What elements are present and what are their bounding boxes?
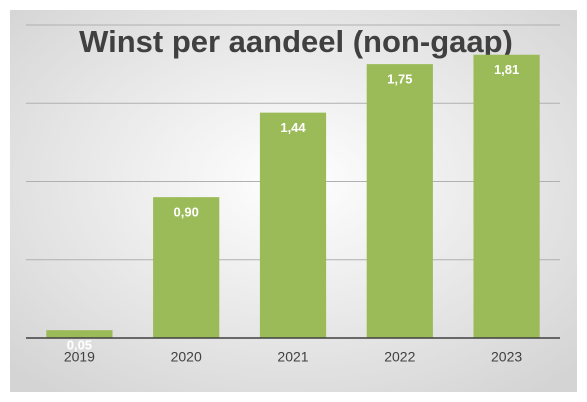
x-tick-label: 2020 bbox=[171, 349, 202, 365]
bar bbox=[46, 330, 113, 338]
data-label: 1,81 bbox=[494, 62, 519, 77]
chart-title: Winst per aandeel (non-gaap) bbox=[79, 24, 513, 59]
data-label: 0,90 bbox=[174, 205, 199, 220]
x-tick-label: 2023 bbox=[491, 349, 522, 365]
bar bbox=[473, 54, 540, 339]
data-label: 1,75 bbox=[387, 72, 412, 87]
bar bbox=[153, 197, 220, 338]
bar bbox=[259, 112, 327, 338]
x-tick-label: 2019 bbox=[64, 349, 95, 365]
bar bbox=[366, 64, 433, 338]
x-tick-label: 2022 bbox=[384, 349, 415, 365]
data-label: 0,05 bbox=[67, 338, 92, 353]
x-tick-label: 2021 bbox=[277, 349, 308, 365]
data-label: 1,44 bbox=[280, 120, 306, 135]
